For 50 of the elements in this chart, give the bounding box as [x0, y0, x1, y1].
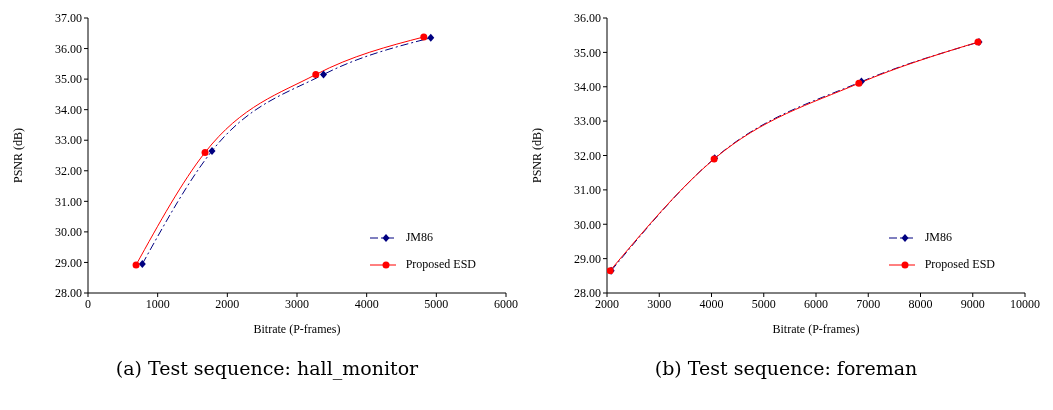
y-tick-label: 32.00 [55, 164, 82, 179]
y-tick-label: 32.00 [574, 148, 601, 163]
y-tick-label: 29.00 [574, 251, 601, 266]
x-tick-label: 1000 [145, 296, 170, 311]
x-tick-label: 4000 [699, 296, 724, 311]
legend-label: Proposed ESD [924, 257, 995, 272]
x-tick-label: 6000 [494, 296, 518, 311]
y-tick-label: 36.00 [574, 11, 601, 26]
legend-label: JM86 [924, 230, 952, 245]
y-tick-label: 35.00 [574, 45, 601, 60]
x-tick-label: 4000 [354, 296, 379, 311]
y-tick-label: 34.00 [55, 102, 82, 117]
x-axis-title: Bitrate (P-frames) [253, 322, 341, 336]
point [420, 33, 428, 41]
y-axis-title: PSNR (dB) [530, 127, 545, 184]
y-axis-title: PSNR (dB) [11, 127, 26, 184]
y-tick-label: 28.00 [55, 286, 82, 301]
text: (b) Test sequence: foreman [654, 357, 918, 379]
y-tick-label: 33.00 [574, 114, 601, 129]
x-tick-label: 5000 [751, 296, 776, 311]
y-tick-label: 37.00 [55, 11, 82, 26]
y-tick-label: 30.00 [55, 225, 82, 240]
x-tick-label: 2000 [215, 296, 240, 311]
y-tick-label: 29.00 [55, 255, 82, 270]
text: (a) Test sequence: hall_monitor [115, 357, 419, 379]
x-tick-label: 8000 [908, 296, 933, 311]
x-tick-label: 6000 [804, 296, 828, 311]
x-tick-label: 0 [85, 296, 91, 311]
point [208, 146, 216, 155]
y-tick-label: 31.00 [574, 183, 601, 198]
x-tick-label: 3000 [647, 296, 672, 311]
x-tick-label: 3000 [285, 296, 309, 311]
y-tick-label: 36.00 [55, 41, 82, 56]
x-axis-title: Bitrate (P-frames) [772, 322, 860, 336]
point [138, 259, 146, 268]
x-tick-label: 7000 [856, 296, 881, 311]
point [201, 148, 209, 156]
point [312, 71, 320, 79]
y-tick-label: 35.00 [55, 72, 82, 87]
legend-label: JM86 [405, 230, 433, 245]
legend-label: Proposed ESD [405, 257, 476, 272]
y-tick-label: 31.00 [55, 194, 82, 209]
y-tick-label: 33.00 [55, 133, 82, 148]
x-tick-label: 9000 [960, 296, 985, 311]
point [132, 261, 140, 269]
y-tick-label: 34.00 [574, 80, 601, 95]
point [427, 33, 435, 42]
x-tick-label: 5000 [424, 296, 449, 311]
y-tick-label: 30.00 [574, 217, 601, 232]
x-tick-label: 10000 [1010, 296, 1040, 311]
